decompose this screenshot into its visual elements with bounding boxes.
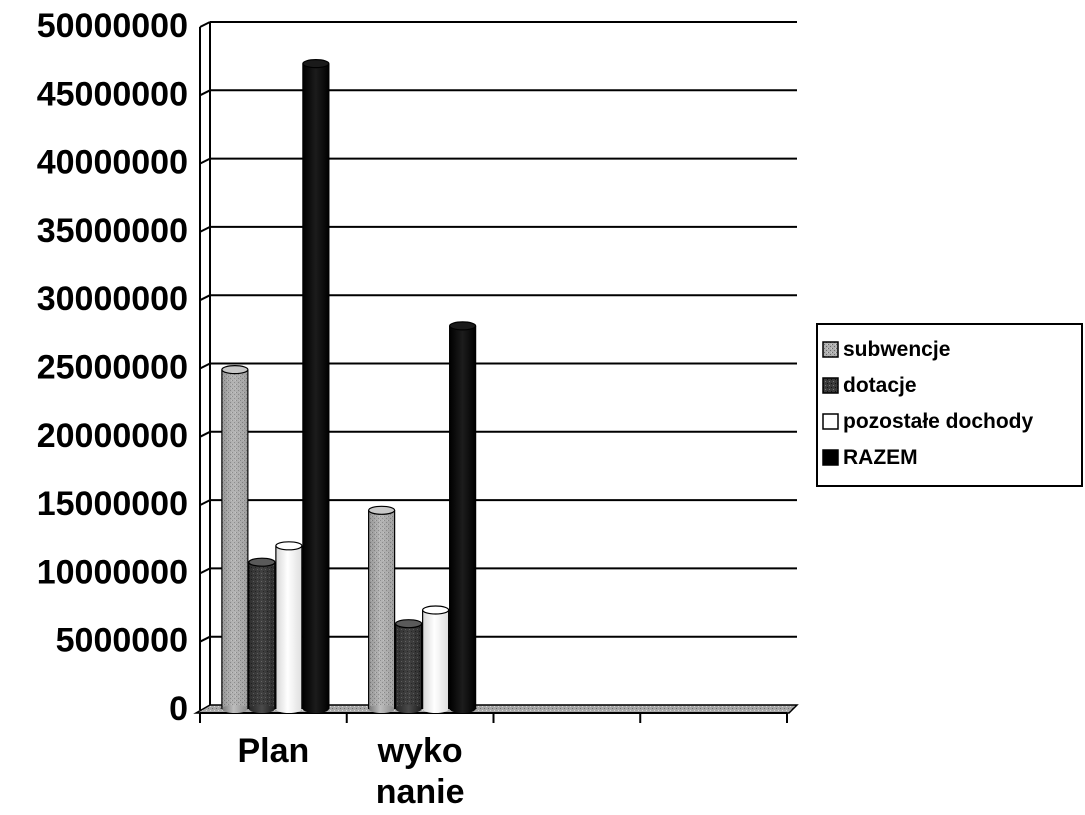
gridline-depth: [199, 430, 211, 438]
gridline-depth: [199, 89, 211, 97]
y-tick-label: 5000000: [56, 622, 188, 660]
bar: [395, 619, 423, 713]
bar-base: [221, 705, 248, 713]
bar-top: [449, 321, 477, 331]
legend-swatch: [822, 449, 839, 466]
y-tick-label: 45000000: [37, 75, 188, 113]
bar-top: [248, 557, 276, 567]
gridline-depth: [199, 226, 211, 233]
legend-item: dotacje: [822, 374, 917, 397]
bar: [422, 605, 450, 713]
bar-base: [275, 705, 302, 713]
y-tick-label: 10000000: [37, 553, 188, 591]
legend-label: dotacje: [843, 374, 917, 397]
bar-texture: [395, 623, 422, 709]
y-tick-label: 20000000: [37, 417, 188, 455]
bar-texture: [248, 562, 275, 709]
bars: [221, 59, 477, 713]
y-tick-label: 50000000: [37, 7, 188, 45]
bar-top: [221, 364, 249, 375]
bar-top: [275, 541, 303, 551]
y-axis-ticks: 0 5000000 10000000 15000000 20000000 25000000…: [37, 7, 188, 728]
bar-base: [395, 705, 422, 713]
bar-top: [302, 59, 330, 69]
floor-plane: [193, 704, 799, 714]
legend-swatch: [822, 341, 839, 358]
legend-item: RAZEM: [822, 446, 918, 469]
y-tick-label: 30000000: [37, 280, 188, 318]
bar-base: [422, 705, 449, 713]
y-tick-label: 25000000: [37, 349, 188, 387]
legend-swatch: [822, 377, 839, 394]
bar-top: [368, 505, 396, 515]
y-tick-label: 40000000: [37, 144, 188, 182]
legend-label: RAZEM: [843, 446, 918, 469]
legend-item: pozostałe dochody: [822, 410, 1034, 433]
bar-base: [302, 705, 329, 713]
bar-texture: [221, 369, 248, 709]
bar-base: [248, 705, 275, 713]
gridline-depth: [199, 499, 211, 506]
bar-base: [449, 705, 476, 713]
bar-top: [422, 605, 450, 615]
bar-body: [449, 325, 476, 709]
gridline-depth: [199, 21, 211, 28]
bar-body: [275, 545, 302, 709]
gridline-depth: [199, 567, 211, 575]
bar: [449, 321, 477, 713]
bar-body: [302, 63, 329, 709]
y-tick-label: 35000000: [37, 212, 188, 250]
gridline-depth: [199, 157, 211, 165]
gridline-depth: [199, 294, 211, 302]
legend-swatch: [822, 413, 839, 430]
bar-body: [422, 610, 449, 709]
legend: subwencje dotacje pozostałe dochody RAZEM: [816, 323, 1083, 487]
y-tick-label: 15000000: [37, 485, 188, 523]
bar: [275, 541, 303, 713]
bar: [221, 364, 249, 713]
bar: [368, 505, 396, 713]
legend-box: [816, 323, 1083, 487]
legend-label: pozostałe dochody: [843, 410, 1034, 433]
bar-base: [368, 705, 395, 713]
legend-label: subwencje: [843, 338, 950, 361]
gridline-depth: [199, 635, 211, 643]
legend-item: subwencje: [822, 338, 950, 361]
bar-texture: [368, 510, 395, 709]
chart-floor: [193, 704, 799, 714]
x-tick-label: Plan: [237, 732, 309, 770]
y-tick-label: 0: [169, 690, 188, 728]
x-tick-label: nanie: [376, 773, 465, 811]
x-tick-label: wyko: [377, 732, 463, 770]
bar-top: [395, 619, 423, 629]
bar: [302, 59, 330, 713]
axes: [199, 22, 788, 723]
bar: [248, 557, 276, 713]
gridline-depth: [199, 362, 211, 370]
